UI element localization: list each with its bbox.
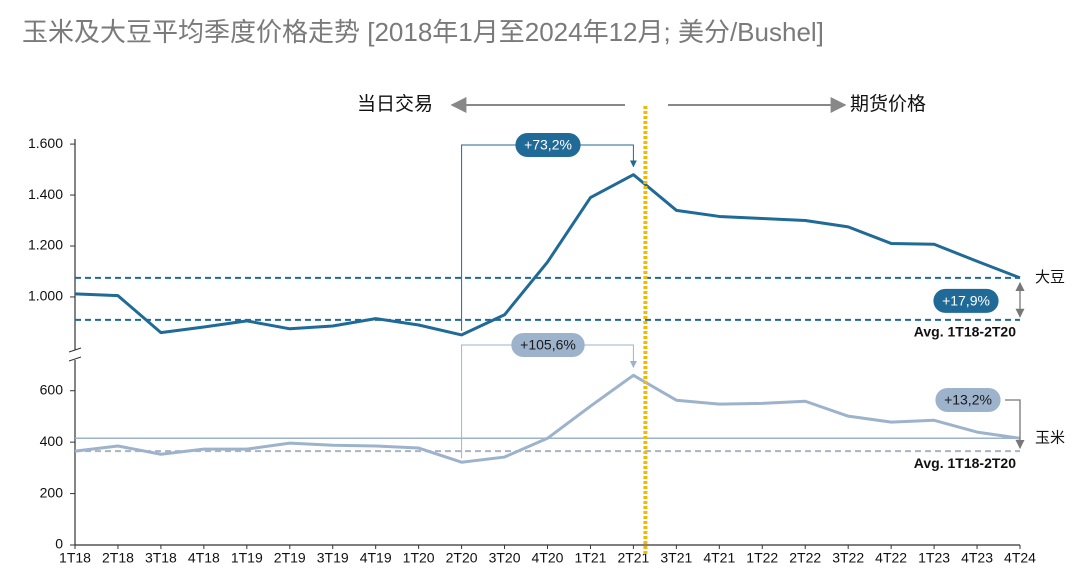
y2-tick-label: 1.400: [28, 186, 63, 202]
badge-label: +13,2%: [944, 392, 992, 408]
badge-label: +17,9%: [942, 293, 990, 309]
y-tick-label: 200: [40, 484, 64, 500]
x-tick-label: 4T18: [188, 550, 220, 566]
badge-label: +73,2%: [524, 137, 572, 153]
badge: [515, 133, 581, 157]
series-line: [74, 373, 1021, 464]
bracket: [461, 344, 637, 459]
y2-tick-label: 1.200: [28, 237, 63, 253]
y-tick-label: 400: [40, 433, 64, 449]
x-tick-label: 2T22: [789, 550, 821, 566]
x-tick-label: 2T21: [617, 550, 649, 566]
x-tick-label: 4T23: [961, 550, 993, 566]
series-label: 玉米: [1035, 429, 1065, 446]
series-label: 大豆: [1035, 269, 1065, 286]
left-label: 当日交易: [357, 93, 433, 115]
bracket: [461, 144, 637, 331]
x-tick-label: 4T22: [875, 550, 907, 566]
x-tick-label: 3T21: [660, 550, 692, 566]
series-line: [74, 173, 1021, 337]
x-tick-label: 4T20: [532, 550, 564, 566]
x-tick-label: 2T19: [274, 550, 306, 566]
badge: [511, 333, 585, 357]
x-tick-label: 2T20: [446, 550, 478, 566]
x-tick-label: 1T21: [574, 550, 606, 566]
x-tick-label: 3T19: [317, 550, 349, 566]
x-tick-label: 4T21: [703, 550, 735, 566]
change-arrow: [1005, 399, 1025, 450]
right-label: 期货价格: [850, 93, 926, 115]
y2-tick-label: 1.600: [28, 135, 63, 151]
x-tick-label: 1T22: [746, 550, 778, 566]
axis-break: [68, 356, 82, 362]
x-tick-label: 4T19: [360, 550, 392, 566]
average-label: Avg. 1T18-2T20: [914, 324, 1016, 340]
axis-break: [68, 347, 82, 353]
x-tick-label: 3T20: [489, 550, 521, 566]
y-tick-label: 0: [55, 536, 63, 552]
x-tick-label: 1T23: [918, 550, 950, 566]
x-tick-label: 1T18: [59, 550, 91, 566]
badge: [935, 388, 1001, 412]
x-tick-label: 3T22: [832, 550, 864, 566]
x-tick-label: 1T20: [403, 550, 435, 566]
x-tick-label: 1T19: [231, 550, 263, 566]
x-tick-label: 4T24: [1004, 550, 1036, 566]
y-tick-label: 600: [40, 381, 64, 397]
badge-label: +105,6%: [520, 337, 576, 353]
average-label: Avg. 1T18-2T20: [914, 455, 1016, 471]
chart-title: 玉米及大豆平均季度价格走势 [2018年1月至2024年12月; 美分/Bush…: [22, 17, 824, 47]
badge: [933, 288, 999, 313]
y2-tick-label: 1.000: [28, 288, 63, 304]
x-tick-label: 3T18: [145, 550, 177, 566]
x-tick-label: 2T18: [102, 550, 134, 566]
